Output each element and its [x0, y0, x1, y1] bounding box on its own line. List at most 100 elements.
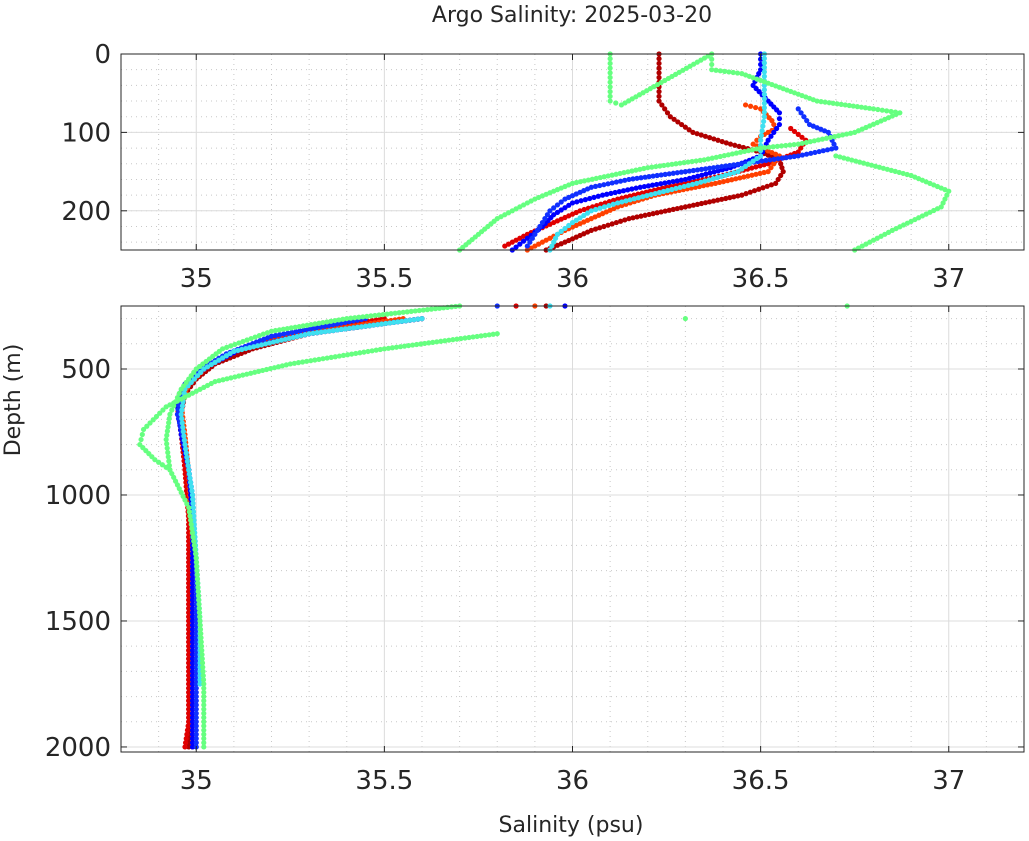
data-point — [169, 407, 175, 413]
data-point — [674, 205, 680, 212]
data-point — [749, 165, 755, 171]
data-point — [745, 173, 751, 179]
data-point — [605, 181, 611, 187]
data-point — [199, 651, 205, 658]
data-point — [299, 359, 306, 365]
data-point — [174, 411, 181, 417]
data-point — [942, 196, 948, 202]
data-point — [186, 677, 192, 683]
y-tick-label: 1500 — [45, 607, 111, 637]
data-point — [701, 157, 707, 163]
x-axis-label: Salinity (psu) — [499, 813, 644, 838]
data-point — [717, 68, 723, 74]
data-point — [845, 156, 851, 162]
data-point — [189, 689, 196, 695]
data-point — [670, 206, 676, 212]
data-point — [186, 588, 192, 595]
data-point — [189, 723, 196, 729]
data-point — [619, 202, 625, 209]
data-point — [198, 639, 204, 645]
data-point — [761, 60, 767, 66]
data-point — [638, 175, 644, 181]
data-point — [630, 215, 636, 221]
data-point — [825, 129, 831, 135]
data-point — [280, 326, 286, 332]
data-point — [641, 165, 647, 172]
data-point — [200, 664, 206, 670]
data-point — [771, 129, 777, 135]
data-point — [588, 208, 594, 214]
data-point — [900, 170, 906, 177]
data-point — [185, 462, 191, 469]
data-point — [193, 727, 199, 733]
data-point — [739, 166, 745, 172]
data-point — [593, 206, 599, 213]
data-point — [183, 735, 189, 742]
data-point — [181, 433, 187, 439]
data-point — [201, 714, 207, 721]
data-point — [740, 144, 747, 151]
data-point — [270, 339, 277, 345]
data-point — [870, 106, 877, 112]
data-point — [279, 363, 285, 369]
data-point — [649, 182, 656, 188]
data-point — [661, 162, 667, 169]
data-point — [300, 323, 306, 329]
data-point — [376, 312, 382, 318]
data-point — [754, 137, 760, 143]
data-point — [458, 335, 464, 342]
data-point — [678, 205, 684, 211]
data-point — [186, 546, 192, 553]
data-point — [677, 184, 683, 191]
data-point — [770, 144, 776, 150]
data-point — [709, 155, 715, 161]
data-point — [193, 677, 199, 683]
data-point — [758, 153, 764, 159]
data-point — [164, 441, 170, 447]
data-point — [780, 169, 786, 175]
data-point — [194, 567, 200, 574]
data-point — [189, 685, 196, 691]
data-point — [706, 199, 713, 205]
data-point — [400, 309, 406, 315]
data-point — [186, 580, 192, 586]
data-point — [186, 584, 192, 590]
data-point — [645, 165, 651, 171]
data-point — [186, 710, 192, 716]
data-point — [815, 137, 822, 143]
data-point — [194, 576, 201, 582]
data-point — [193, 685, 199, 691]
data-point — [186, 563, 192, 569]
data-point — [761, 114, 767, 120]
data-point — [380, 311, 386, 318]
data-point — [186, 559, 192, 565]
data-point — [666, 179, 672, 185]
data-point — [184, 454, 190, 460]
data-point — [742, 163, 749, 169]
data-point — [656, 70, 662, 76]
data-point — [357, 350, 363, 356]
x-tick-label: 36 — [556, 766, 589, 796]
data-point — [379, 321, 385, 327]
data-point — [704, 182, 711, 188]
data-point — [634, 214, 640, 220]
data-point — [193, 731, 199, 737]
data-point — [389, 345, 396, 351]
data-point — [189, 698, 196, 704]
data-point — [699, 172, 705, 178]
data-point — [742, 102, 749, 108]
data-point — [795, 131, 801, 137]
data-point — [648, 191, 654, 198]
data-point — [725, 178, 731, 184]
data-point — [747, 103, 754, 109]
data-point — [726, 69, 732, 75]
data-point — [607, 56, 613, 62]
data-point — [186, 509, 192, 515]
data-point — [252, 369, 258, 375]
top-panel: 35 35.5 36 36.5 37 0 100 200 — [61, 40, 1025, 294]
data-point — [673, 185, 679, 192]
data-point — [346, 325, 353, 331]
data-point — [216, 357, 222, 363]
data-point — [466, 334, 472, 341]
data-point — [189, 660, 196, 666]
